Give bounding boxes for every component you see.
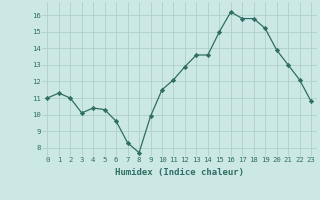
X-axis label: Humidex (Indice chaleur): Humidex (Indice chaleur) xyxy=(115,168,244,177)
